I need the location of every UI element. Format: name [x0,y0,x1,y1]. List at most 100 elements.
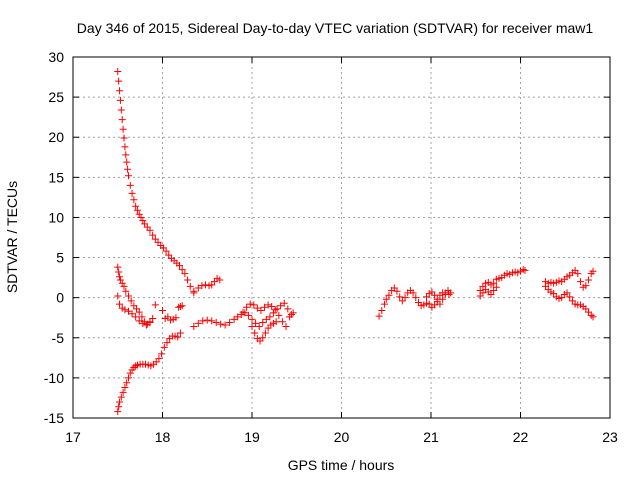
data-point [121,384,129,392]
y-axis-title: SDTVAR / TECUs [4,181,20,293]
data-point [566,293,574,301]
data-point [203,316,211,324]
x-tick-label: 22 [513,429,529,445]
y-tick-label: -5 [52,330,65,346]
data-point [375,312,383,320]
series-hour22-23-upper [542,266,597,291]
data-point [259,319,267,327]
data-point [116,96,124,104]
data-point [184,276,192,284]
data-point [190,323,198,331]
data-point [284,305,292,313]
data-point [272,318,280,326]
data-point [277,302,285,310]
data-point [289,309,297,317]
data-point [135,210,143,218]
data-point [130,363,138,371]
series-hour21-22-lower [476,283,500,300]
x-tick-label: 17 [65,429,81,445]
data-point [244,311,252,319]
data-point [243,303,251,311]
series-hour21-22 [476,266,529,294]
data-point [116,276,124,284]
data-point [246,300,254,308]
y-tick-label: -15 [44,410,64,426]
data-point [117,106,125,114]
data-point [409,289,417,297]
data-point [178,266,186,274]
data-point [114,408,122,416]
data-point [239,308,247,316]
data-point [280,299,288,307]
data-point [587,311,595,319]
data-point [130,196,138,204]
data-point [116,300,124,308]
data-point [175,303,183,311]
data-point [121,143,129,151]
series-hour22-23-lower [542,282,597,321]
data-point [146,318,154,326]
data-point [122,151,130,159]
data-point [115,403,123,411]
x-tick-label: 23 [602,429,618,445]
series-midband-a [114,263,186,328]
y-tick-label: 25 [48,89,64,105]
data-point [275,311,283,319]
chart-title: Day 346 of 2015, Sidereal Day-to-day VTE… [77,20,594,36]
data-point [250,301,258,309]
data-point [115,268,123,276]
data-point [253,304,261,312]
data-point [155,355,163,363]
data-point [261,329,269,337]
series-descending-high [114,67,198,297]
data-point [194,319,202,327]
x-tick-label: 21 [423,429,439,445]
data-point [439,295,447,303]
data-point [252,319,260,327]
data-point [114,67,122,75]
y-tick-label: 15 [48,169,64,185]
data-point [132,313,140,321]
data-point [137,213,145,221]
data-point [124,165,132,173]
data-point [122,287,130,295]
data-point [259,334,267,342]
series-hour21-tangle [423,286,455,308]
data-point [158,350,166,358]
data-point [135,308,143,316]
x-tick-label: 18 [155,429,171,445]
y-tick-label: 30 [48,49,64,65]
data-point [126,181,134,189]
data-point [576,278,584,286]
data-point [181,270,189,278]
data-point [133,206,141,214]
data-point [490,279,498,287]
data-point [264,301,272,309]
data-point [269,309,277,317]
data-point [582,282,590,290]
data-point [212,319,220,327]
data-point [221,321,229,329]
data-point [271,306,279,314]
data-point [190,287,198,295]
data-point [151,301,159,309]
series-hour19-dip [248,318,280,345]
data-point [114,263,122,271]
data-point [273,305,281,313]
y-tick-label: -10 [44,370,64,386]
data-point [172,314,180,322]
data-point [116,273,124,281]
data-point [385,291,393,299]
data-point [396,293,404,301]
data-point [123,158,131,166]
data-marks [114,67,597,416]
data-point [401,294,409,302]
data-point [261,303,269,311]
data-point [226,319,234,327]
data-point [186,282,194,290]
y-tick-label: 0 [56,290,64,306]
data-point [234,313,242,321]
data-point [216,276,224,284]
data-point [146,226,154,234]
